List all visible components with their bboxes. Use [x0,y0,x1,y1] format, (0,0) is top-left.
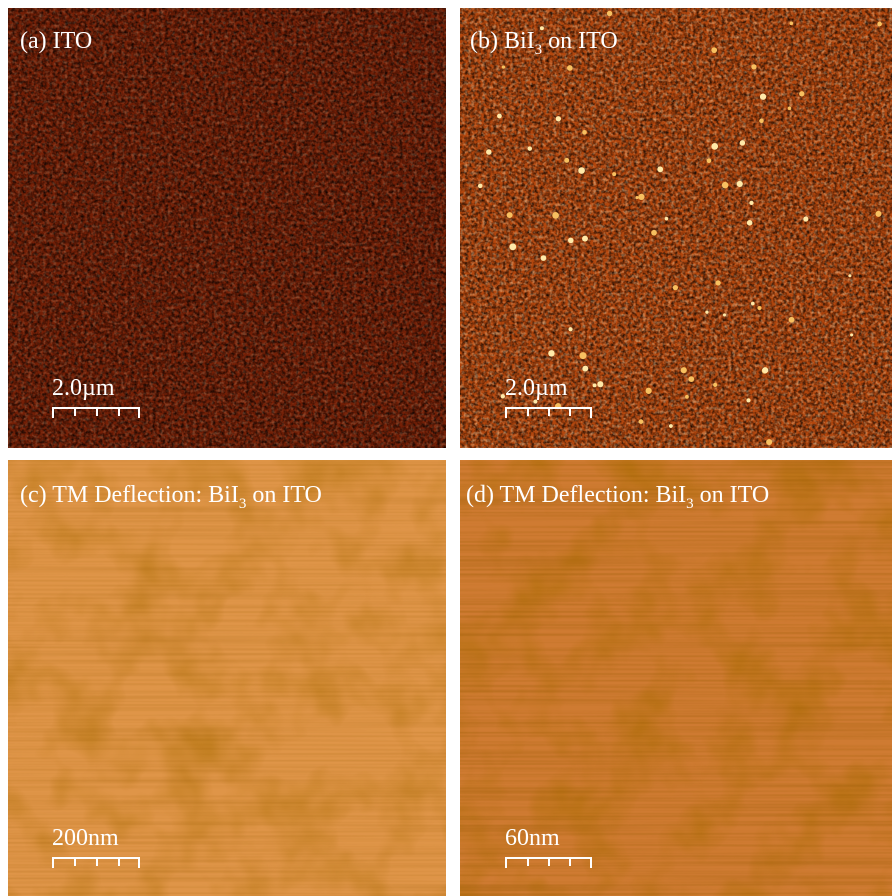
particle [877,22,882,27]
particle [707,158,712,163]
particle [556,116,561,121]
particle [848,274,851,277]
panel-label: (a) ITO [20,28,92,54]
particle [722,182,729,189]
scale-bar-label: 2.0µm [52,375,115,401]
particle [639,419,644,424]
particle [486,149,492,155]
particle [747,220,753,226]
particle [645,388,651,394]
particle [597,381,603,387]
particle [507,212,513,218]
particle [497,114,502,119]
particle [665,217,669,221]
particle [564,158,569,163]
label-text: on ITO [700,482,770,508]
particle [568,238,574,244]
particle [757,306,761,310]
particle [760,94,766,100]
panel-label: (d) TM Deflection: BiI3 on ITO [466,482,769,512]
particle [705,310,708,313]
particle [751,302,755,306]
particle [578,167,585,174]
particle [612,172,616,176]
label-text: on ITO [548,28,618,54]
particle [651,230,657,236]
particle [766,439,772,445]
label-subscript: 3 [535,42,543,58]
label-text: on ITO [252,482,322,508]
page: (a) ITO 2.0µm (b) BiI3on ITO 2.0µm (c) T… [0,0,892,896]
particle [607,11,612,16]
particle [713,383,717,387]
particle [850,333,853,336]
particle [790,22,794,26]
particle [509,243,516,250]
particle [552,212,559,219]
particle [788,107,792,111]
particle [716,280,721,285]
particle [740,140,746,146]
particle [548,350,554,356]
label-text: (c) TM Deflection: BiI [20,482,239,508]
particle [478,184,483,189]
panel-d: (d) TM Deflection: BiI3 on ITO 60nm [460,460,892,896]
particle [803,216,808,221]
particle [723,313,726,316]
particle [789,317,795,323]
particle [567,65,573,71]
particle [685,395,689,399]
figure: (a) ITO 2.0µm (b) BiI3on ITO 2.0µm (c) T… [0,0,892,896]
particle [582,366,588,372]
particle [749,201,753,205]
particle [568,327,572,331]
particle [657,166,663,172]
particle [541,255,547,261]
particle [711,47,717,53]
particle [688,376,694,382]
particle [762,367,768,373]
particle [636,196,639,199]
particle [669,424,673,428]
panel-c: (c) TM Deflection: BiI3 on ITO 200nm [8,460,446,896]
particle [593,383,597,387]
scale-bar-label: 60nm [505,825,560,851]
particle [528,146,533,151]
panel-a: (a) ITO 2.0µm [8,8,446,448]
scale-bar-label: 200nm [52,825,119,851]
particle [582,130,587,135]
label-text: (b) BiI [470,28,535,54]
label-text: (d) TM Deflection: BiI [466,482,686,508]
particle [711,143,718,150]
particle [540,26,544,30]
particle [759,119,764,124]
particle [579,352,586,359]
particle [746,398,750,402]
particle [502,65,505,68]
particle [799,91,804,96]
label-subscript: 3 [239,496,247,512]
particle [751,64,756,69]
particle [875,211,881,217]
particle [582,236,588,242]
particle [638,194,644,200]
scale-bar-label: 2.0µm [505,375,568,401]
particle [673,285,678,290]
particle [737,181,743,187]
particle [681,367,687,373]
panel-label: (c) TM Deflection: BiI3 on ITO [20,482,322,512]
panel-b: (b) BiI3 on ITO 2.0µm [460,8,892,448]
label-subscript: 3 [686,496,694,512]
